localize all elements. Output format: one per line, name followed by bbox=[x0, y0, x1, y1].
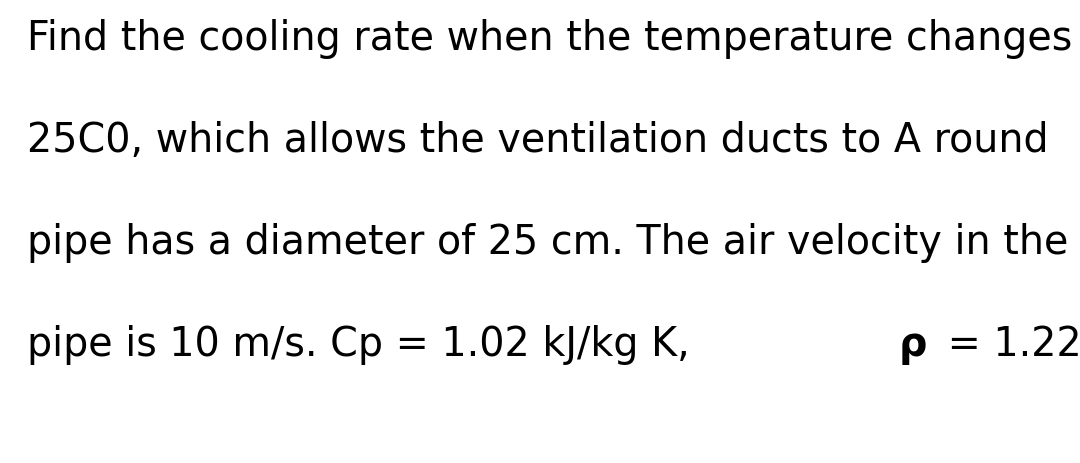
Text: Find the cooling rate when the temperature changes at: Find the cooling rate when the temperatu… bbox=[27, 19, 1080, 58]
Text: 25C0, which allows the ventilation ducts to A round: 25C0, which allows the ventilation ducts… bbox=[27, 120, 1049, 160]
Text: ρ: ρ bbox=[899, 324, 927, 364]
Text: pipe is 10 m/s. Cp = 1.02 kJ/kg K,: pipe is 10 m/s. Cp = 1.02 kJ/kg K, bbox=[27, 324, 702, 364]
Text: pipe has a diameter of 25 cm. The air velocity in the: pipe has a diameter of 25 cm. The air ve… bbox=[27, 222, 1068, 262]
Text: = 1.225 kg/m3.: = 1.225 kg/m3. bbox=[935, 324, 1080, 364]
